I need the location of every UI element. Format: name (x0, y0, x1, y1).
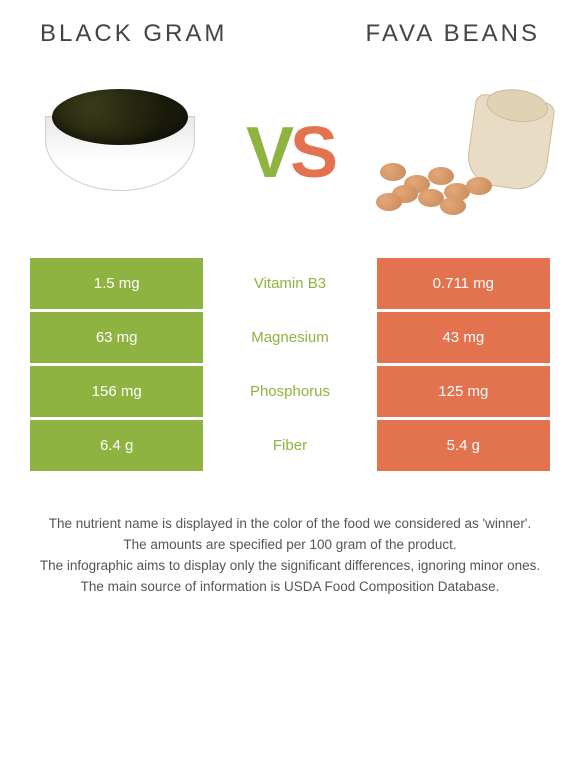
table-row: 156 mg Phosphorus 125 mg (30, 366, 550, 420)
footer-line: The main source of information is USDA F… (36, 577, 544, 598)
left-value: 6.4 g (30, 420, 203, 474)
right-value: 43 mg (377, 312, 550, 366)
vs-label: VS (246, 117, 334, 189)
fava-beans-icon (370, 93, 550, 213)
footer-line: The infographic aims to display only the… (36, 556, 544, 577)
left-value: 156 mg (30, 366, 203, 420)
left-value: 1.5 mg (30, 258, 203, 312)
table-row: 1.5 mg Vitamin B3 0.711 mg (30, 258, 550, 312)
left-value: 63 mg (30, 312, 203, 366)
hero-row: VS (30, 78, 550, 228)
vs-s: S (290, 117, 334, 189)
right-value: 5.4 g (377, 420, 550, 474)
vs-v: V (246, 117, 290, 189)
nutrient-label: Fiber (203, 420, 376, 474)
nutrient-label: Magnesium (203, 312, 376, 366)
footer-line: The amounts are specified per 100 gram o… (36, 535, 544, 556)
footer-line: The nutrient name is displayed in the co… (36, 514, 544, 535)
right-value: 0.711 mg (377, 258, 550, 312)
right-food-title: FAVA BEANS (365, 20, 540, 48)
right-value: 125 mg (377, 366, 550, 420)
black-gram-bowl-icon (45, 116, 195, 191)
left-food-title: BLACK GRAM (40, 20, 227, 48)
right-food-image (370, 88, 550, 218)
table-row: 63 mg Magnesium 43 mg (30, 312, 550, 366)
table-row: 6.4 g Fiber 5.4 g (30, 420, 550, 474)
nutrient-label: Vitamin B3 (203, 258, 376, 312)
left-food-image (30, 88, 210, 218)
titles-row: BLACK GRAM FAVA BEANS (30, 20, 550, 48)
nutrient-table: 1.5 mg Vitamin B3 0.711 mg 63 mg Magnesi… (30, 258, 550, 474)
infographic: BLACK GRAM FAVA BEANS VS (0, 0, 580, 618)
nutrient-label: Phosphorus (203, 366, 376, 420)
footer-notes: The nutrient name is displayed in the co… (30, 514, 550, 598)
